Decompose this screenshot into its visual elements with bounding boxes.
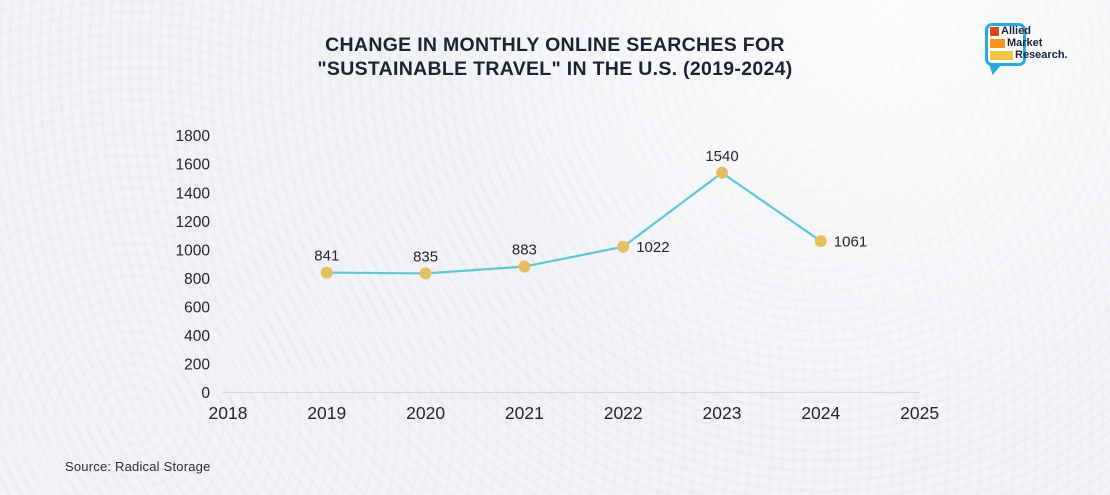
logo-row: Market [990,37,1068,49]
x-axis-tick-label: 2023 [703,403,742,423]
data-point [419,267,432,280]
data-point-label: 835 [413,248,438,265]
x-axis-tick-label: 2022 [604,403,643,423]
x-axis-tick-label: 2020 [406,403,445,423]
logo-bar-yellow-icon [990,50,1013,60]
logo-row: Allied [990,25,1068,37]
logo-speech-bubble-tail-icon [989,64,1002,75]
logo-bar-red-icon [990,26,999,36]
logo-text-line: Allied [1001,25,1031,37]
y-axis-tick-label: 800 [184,271,210,288]
data-point-label: 1022 [636,239,669,256]
data-point [617,240,630,253]
chart-title-line2: "SUSTAINABLE TRAVEL" IN THE U.S. (2019-2… [317,58,793,80]
logo-text-line: Research. [1015,49,1068,61]
y-axis-tick-label: 200 [184,357,210,374]
logo-rows: Allied Market Research. [990,25,1068,61]
logo-row: Research. [990,49,1068,61]
y-axis-tick-label: 1600 [176,157,211,174]
y-axis-tick-label: 400 [184,328,210,345]
data-point-label: 1540 [705,148,738,165]
y-axis-tick-label: 1400 [176,185,211,202]
y-axis-tick-label: 1000 [176,242,211,259]
y-axis-tick-label: 1200 [176,214,211,231]
trend-line [325,171,822,275]
y-axis-tick-label: 0 [201,385,210,402]
data-point [814,235,827,248]
y-axis-tick-label: 600 [184,299,210,316]
amr-logo: Allied Market Research. [985,20,1080,75]
chart-title: CHANGE IN MONTHLY ONLINE SEARCHES FOR "S… [0,33,1110,81]
data-point-label: 1061 [834,234,867,251]
x-axis-tick-label: 2025 [900,403,939,423]
data-point-label: 883 [512,242,537,259]
data-point [320,266,333,279]
data-point [518,260,531,273]
y-axis-tick-label: 1800 [176,128,211,145]
x-axis-tick-label: 2024 [801,403,840,423]
x-axis-tick-label: 2021 [505,403,544,423]
x-axis-tick-label: 2018 [209,403,248,423]
logo-bar-orange-icon [990,38,1005,48]
data-point [716,166,728,179]
source-caption: Source: Radical Storage [65,459,211,474]
chart-title-line1: CHANGE IN MONTHLY ONLINE SEARCHES FOR [325,34,785,56]
logo-text-line: Market [1007,37,1043,49]
x-axis-tick-label: 2019 [307,403,346,423]
data-point-label: 841 [314,248,339,265]
